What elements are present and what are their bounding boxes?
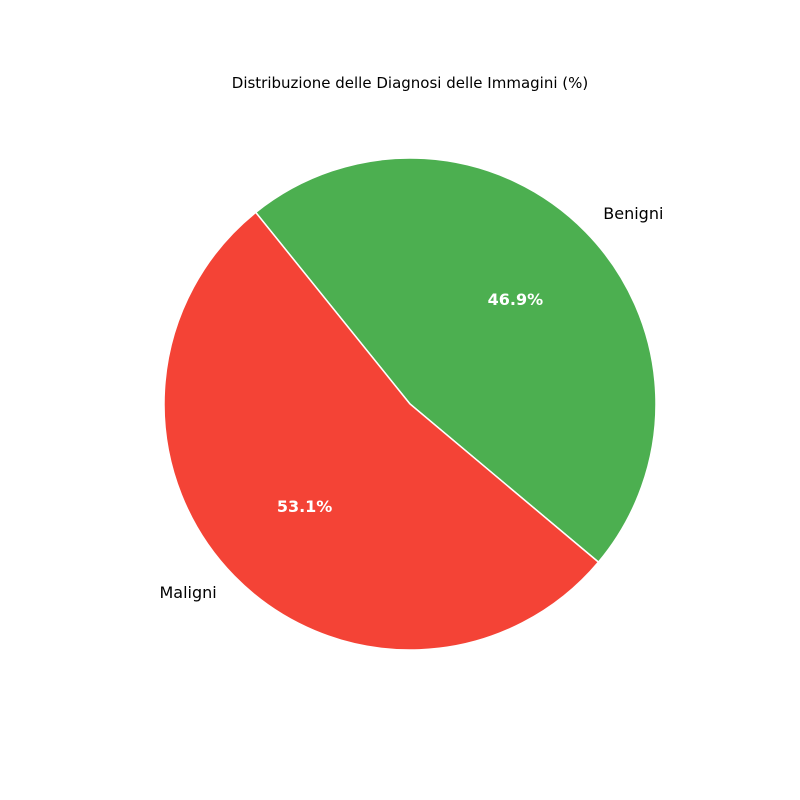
chart-title: Distribuzione delle Diagnosi delle Immag…	[232, 74, 588, 92]
slice-label-benigni: Benigni	[603, 204, 663, 223]
pct-label-maligni: 53.1%	[277, 497, 333, 516]
pct-label-benigni: 46.9%	[488, 290, 544, 309]
slice-label-maligni: Maligni	[159, 583, 216, 602]
pie-slice-benigni	[254, 157, 657, 564]
pie-labels: Benigni 46.9% Maligni 53.1%	[159, 204, 663, 602]
pie-slices	[163, 157, 657, 651]
pie-slice-maligni	[163, 211, 600, 651]
